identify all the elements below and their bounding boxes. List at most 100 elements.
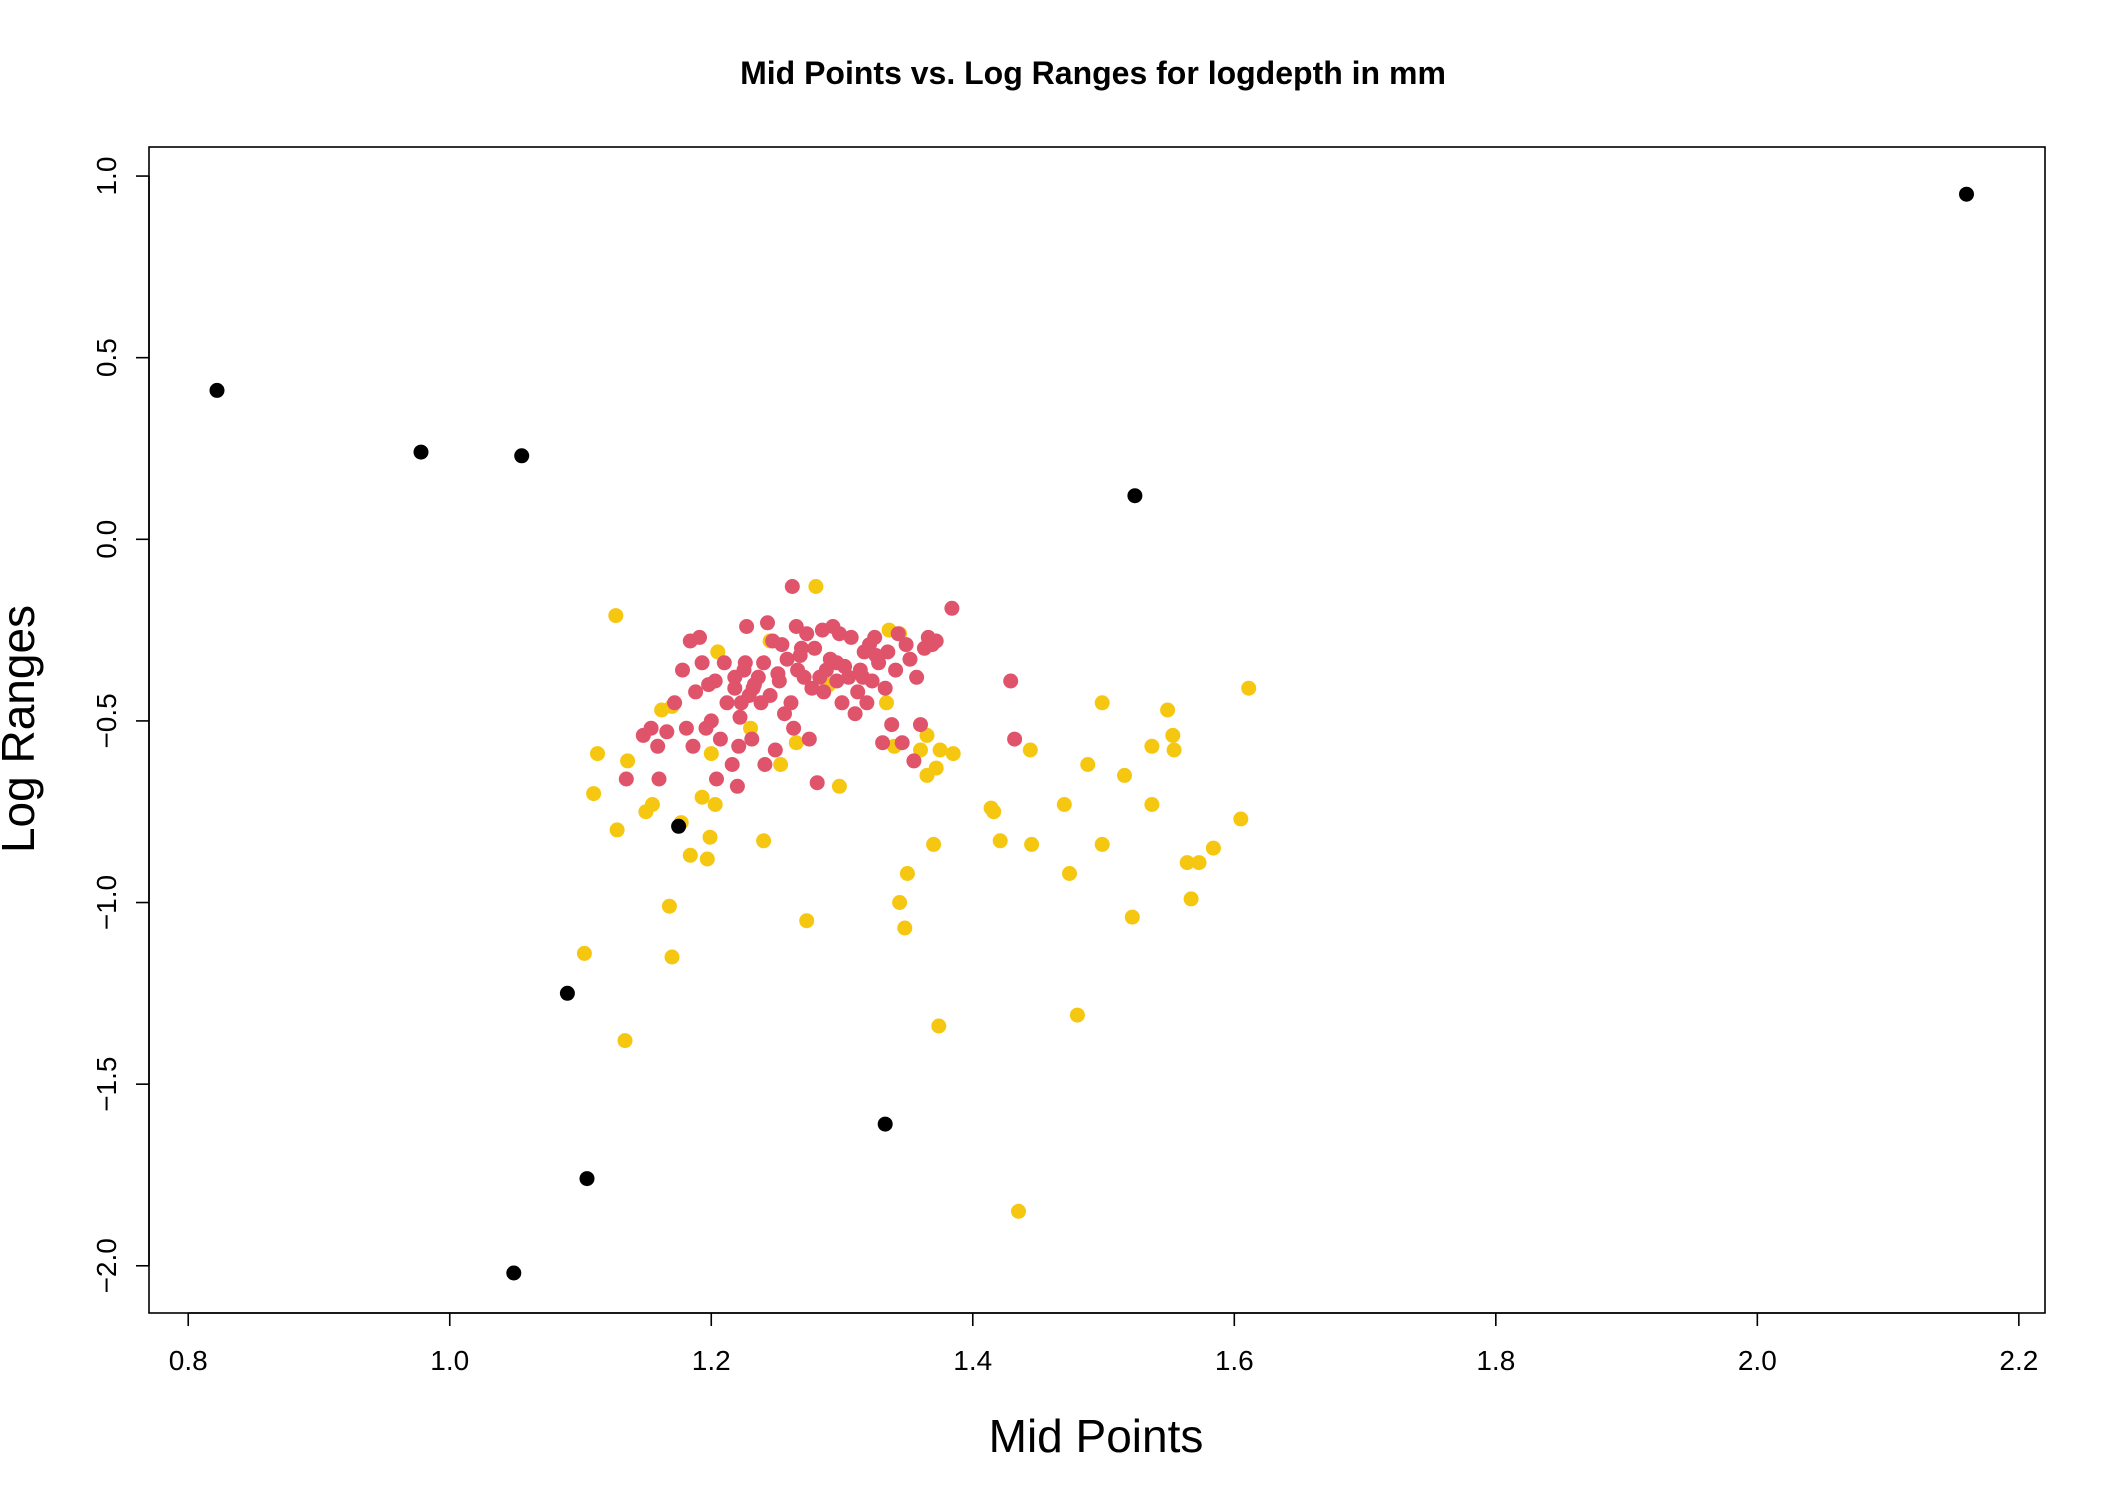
data-points xyxy=(209,186,1974,1281)
data-point xyxy=(661,898,677,914)
data-point xyxy=(743,720,758,736)
y-tick-label: −0.5 xyxy=(91,693,122,748)
data-point xyxy=(902,651,918,667)
data-point xyxy=(729,778,745,794)
data-point xyxy=(618,771,634,787)
data-point xyxy=(688,684,704,700)
data-point xyxy=(678,720,694,736)
data-point xyxy=(774,637,790,653)
data-point xyxy=(816,684,832,700)
data-point xyxy=(779,651,795,667)
series-1 xyxy=(618,579,1023,794)
data-point xyxy=(1144,738,1160,754)
data-point xyxy=(875,735,891,751)
x-axis: 0.8 1.0 1.2 1.4 1.6 1.8 2.0 2.2 xyxy=(169,1312,2038,1376)
x-tick-label: 1.0 xyxy=(430,1345,469,1376)
data-point xyxy=(1124,909,1140,925)
data-point xyxy=(829,673,845,689)
data-point xyxy=(1233,811,1249,827)
data-point xyxy=(799,913,815,929)
data-point xyxy=(760,615,775,631)
data-point xyxy=(1144,797,1160,812)
data-point xyxy=(579,1171,595,1187)
data-point xyxy=(1003,673,1019,689)
data-point xyxy=(919,727,935,743)
data-point xyxy=(786,720,802,736)
data-point xyxy=(651,771,667,787)
data-point xyxy=(609,822,625,838)
data-point xyxy=(932,742,948,758)
data-point xyxy=(719,695,735,711)
data-point xyxy=(877,1116,893,1132)
data-point xyxy=(1007,731,1023,747)
data-point xyxy=(899,866,915,881)
plot-area xyxy=(148,146,2046,1314)
data-point xyxy=(898,637,914,653)
data-point xyxy=(675,662,690,678)
x-tick-label: 1.4 xyxy=(953,1345,992,1376)
data-point xyxy=(847,706,863,722)
data-point xyxy=(1062,866,1077,881)
data-point xyxy=(709,771,724,787)
data-point xyxy=(745,680,761,696)
data-point xyxy=(712,731,728,747)
y-tick-label: 0.0 xyxy=(91,520,122,559)
x-tick-label: 0.8 xyxy=(169,1345,208,1376)
data-point xyxy=(514,448,530,464)
x-tick-label: 2.0 xyxy=(1738,1345,1777,1376)
data-point xyxy=(843,629,859,645)
data-point xyxy=(724,757,740,772)
data-point xyxy=(777,706,792,722)
data-point xyxy=(685,738,701,754)
data-point xyxy=(928,633,944,649)
data-point xyxy=(879,695,894,711)
data-point xyxy=(773,757,789,772)
data-point xyxy=(771,673,787,689)
data-point xyxy=(808,579,824,594)
x-tick-label: 1.2 xyxy=(692,1345,731,1376)
data-point xyxy=(801,731,817,747)
data-point xyxy=(834,695,850,711)
data-point xyxy=(913,742,928,758)
data-point xyxy=(737,655,753,671)
data-point xyxy=(841,669,857,685)
y-axis-label: Log Ranges xyxy=(0,605,44,853)
data-point xyxy=(796,669,812,685)
data-point xyxy=(890,626,906,642)
data-point xyxy=(664,949,680,965)
data-point xyxy=(859,695,875,711)
data-point xyxy=(1011,1203,1026,1219)
data-point xyxy=(703,746,719,762)
data-point xyxy=(1160,702,1176,718)
y-tick-label: −1.5 xyxy=(91,1057,122,1112)
x-tick-label: 1.6 xyxy=(1215,1345,1254,1376)
data-point xyxy=(732,709,748,725)
data-point xyxy=(659,724,675,740)
data-point xyxy=(926,836,942,852)
data-point xyxy=(209,382,225,398)
x-tick-label: 2.2 xyxy=(1999,1345,2038,1376)
y-tick-label: 1.0 xyxy=(91,157,122,196)
data-point xyxy=(799,626,815,642)
data-point xyxy=(617,1033,633,1049)
data-point xyxy=(707,673,723,689)
data-point xyxy=(831,778,847,794)
data-point xyxy=(829,655,845,671)
data-point xyxy=(620,753,636,769)
data-point xyxy=(1127,488,1143,504)
data-point xyxy=(892,895,908,910)
data-point xyxy=(809,775,825,791)
chart-title: Mid Points vs. Log Ranges for logdepth i… xyxy=(740,55,1446,91)
data-point xyxy=(767,742,783,758)
data-point xyxy=(1056,797,1072,812)
y-tick-label: −1.0 xyxy=(91,875,122,930)
data-point xyxy=(1024,836,1040,852)
data-point xyxy=(877,680,893,696)
data-point xyxy=(699,851,715,867)
data-point xyxy=(1179,855,1195,871)
data-point xyxy=(757,757,773,772)
data-point xyxy=(783,695,799,711)
x-tick-label: 1.8 xyxy=(1476,1345,1515,1376)
data-point xyxy=(1959,186,1974,202)
